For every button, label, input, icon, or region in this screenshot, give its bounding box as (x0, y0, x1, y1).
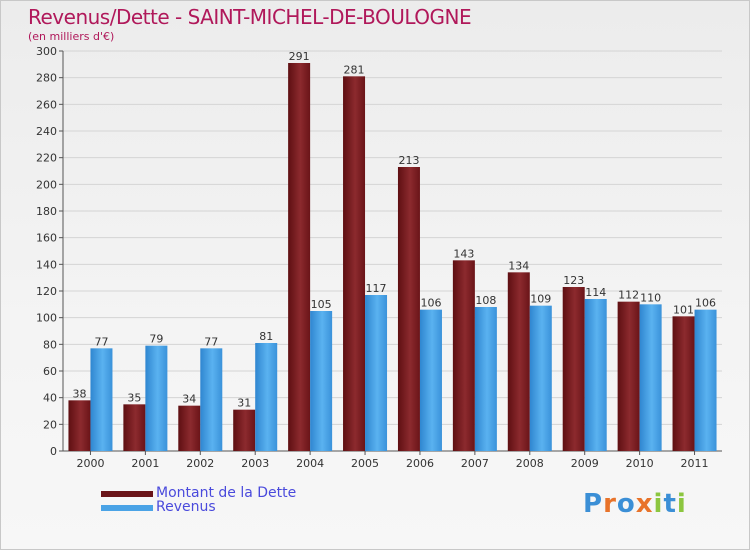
bar-label-revenus: 81 (259, 330, 273, 343)
logo-letter: x (635, 489, 654, 519)
bar-revenus (365, 295, 388, 451)
bar-revenus (310, 311, 333, 451)
y-tick-label: 300 (36, 45, 57, 58)
legend-label-revenus: Revenus (156, 499, 216, 515)
chart-title: Revenus/Dette - SAINT-MICHEL-DE-BOULOGNE (28, 5, 472, 29)
bar-label-revenus: 114 (585, 286, 606, 299)
y-tick-label: 60 (43, 365, 57, 378)
y-tick-label: 160 (36, 232, 57, 245)
bar-label-dette: 143 (453, 247, 474, 260)
bar-dette (178, 405, 201, 451)
bar-revenus (529, 305, 552, 451)
bar-revenus (90, 348, 113, 451)
bar-label-dette: 38 (72, 387, 86, 400)
bar-revenus (200, 348, 223, 451)
x-tick-label: 2000 (76, 457, 104, 470)
bar-dette (672, 316, 695, 451)
bar-dette (562, 287, 585, 451)
bar-dette (288, 63, 311, 451)
x-tick-label: 2005 (351, 457, 379, 470)
bar-revenus (255, 343, 278, 451)
x-tick-label: 2004 (296, 457, 324, 470)
bar-label-dette: 213 (398, 154, 419, 167)
logo-letter: t (663, 489, 677, 519)
x-tick-label: 2006 (406, 457, 434, 470)
bar-label-revenus: 77 (204, 335, 218, 348)
x-tick-label: 2001 (131, 457, 159, 470)
bar-dette (233, 409, 256, 451)
y-tick-label: 180 (36, 205, 57, 218)
x-tick-label: 2009 (571, 457, 599, 470)
y-tick-label: 240 (36, 125, 57, 138)
bar-label-revenus: 109 (530, 293, 551, 306)
bar-revenus (584, 299, 607, 451)
bar-label-revenus: 105 (311, 298, 332, 311)
bar-label-dette: 101 (673, 303, 694, 316)
bar-label-revenus: 108 (475, 294, 496, 307)
chart-subtitle: (en milliers d'€) (28, 30, 115, 43)
y-tick-label: 220 (36, 152, 57, 165)
y-tick-label: 200 (36, 178, 57, 191)
x-tick-label: 2011 (681, 457, 709, 470)
y-tick-label: 260 (36, 98, 57, 111)
bar-label-revenus: 110 (640, 291, 661, 304)
bar-dette (617, 301, 640, 451)
bar-label-dette: 134 (508, 259, 529, 272)
y-tick-label: 80 (43, 338, 57, 351)
bar-dette (397, 167, 420, 451)
bar-dette (68, 400, 91, 451)
x-tick-label: 2003 (241, 457, 269, 470)
y-tick-label: 140 (36, 258, 57, 271)
bar-label-dette: 291 (289, 50, 310, 63)
bar-revenus (474, 307, 497, 451)
logo-letter: i (676, 489, 687, 519)
bar-label-revenus: 106 (420, 297, 441, 310)
bar-revenus (694, 309, 717, 451)
y-tick-label: 100 (36, 312, 57, 325)
bar-label-revenus: 79 (149, 333, 163, 346)
x-tick-label: 2010 (626, 457, 654, 470)
bar-label-revenus: 77 (94, 335, 108, 348)
bar-label-dette: 112 (618, 289, 639, 302)
bar-label-revenus: 106 (695, 297, 716, 310)
logo-letter: P (583, 489, 604, 519)
logo-letter: r (603, 489, 617, 519)
logo-letter: i (653, 489, 664, 519)
logo-letter: o (616, 489, 636, 519)
bar-dette (123, 404, 146, 451)
y-tick-label: 120 (36, 285, 57, 298)
bar-label-dette: 123 (563, 274, 584, 287)
bar-dette (343, 76, 366, 451)
bar-revenus (145, 345, 168, 451)
legend-swatch-debt (101, 491, 153, 497)
x-tick-label: 2007 (461, 457, 489, 470)
legend-swatch-revenus (101, 505, 153, 511)
y-tick-label: 0 (50, 445, 57, 458)
bar-dette (452, 260, 475, 451)
bar-dette (507, 272, 530, 451)
bar-label-dette: 34 (182, 393, 196, 406)
bar-revenus (639, 304, 662, 451)
y-tick-label: 280 (36, 72, 57, 85)
bar-revenus (419, 309, 442, 451)
x-tick-label: 2008 (516, 457, 544, 470)
y-tick-label: 40 (43, 392, 57, 405)
legend-label-debt: Montant de la Dette (156, 485, 297, 501)
bar-label-dette: 31 (237, 397, 251, 410)
bar-label-revenus: 117 (366, 282, 387, 295)
bar-label-dette: 281 (344, 63, 365, 76)
proxiti-logo: Proxiti (583, 489, 687, 519)
bar-label-dette: 35 (127, 391, 141, 404)
y-tick-label: 20 (43, 418, 57, 431)
x-tick-label: 2002 (186, 457, 214, 470)
